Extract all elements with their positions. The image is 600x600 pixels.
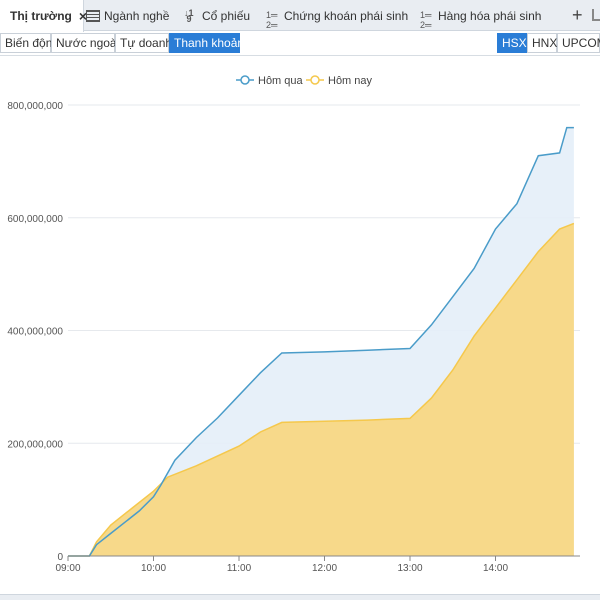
x-tick-label: 11:00 <box>227 563 252 574</box>
x-tick-label: 10:00 <box>141 563 166 574</box>
liquidity-chart: 0 200,000,000 400,000,000 600,000,000 800,00… <box>7 75 580 574</box>
legend[interactable]: Hôm qua Hôm nay <box>236 75 373 87</box>
main-tab-bar: Thị trường × Ngành nghề ↓1 9 Cổ phiếu 1═… <box>0 0 600 32</box>
legend-marker-hom-nay <box>310 75 320 85</box>
x-tick-label: 13:00 <box>397 563 422 574</box>
legend-marker-hom-qua <box>240 75 250 85</box>
y-tick-label: 0 <box>57 552 63 563</box>
tab-hang-hoa-phai-sinh[interactable]: 1═ 2═ Hàng hóa phái sinh <box>420 0 541 31</box>
bottom-scrollbar[interactable] <box>0 594 600 600</box>
subtab-tu-doanh[interactable]: Tự doanh <box>115 33 172 53</box>
liquidity-chart-panel: 0 200,000,000 400,000,000 600,000,000 800,00… <box>0 56 600 592</box>
legend-label-hom-nay: Hôm nay <box>328 75 373 87</box>
legend-label-hom-qua: Hôm qua <box>258 75 304 87</box>
grid-icon <box>86 9 100 22</box>
add-tab-icon[interactable]: + <box>572 5 583 25</box>
legend-item-hom-qua[interactable]: Hôm qua <box>236 75 304 87</box>
exchange-upcom[interactable]: UPCOM <box>557 33 600 53</box>
area-hom-nay <box>68 223 574 556</box>
sort-icon: ↓1 9 <box>184 7 194 24</box>
x-tick-label: 09:00 <box>55 563 80 574</box>
tab-co-phieu[interactable]: ↓1 9 Cổ phiếu <box>184 0 250 31</box>
y-tick-label: 800,000,000 <box>7 101 63 112</box>
y-tick-label: 200,000,000 <box>7 439 63 450</box>
series-areas <box>68 126 575 557</box>
line-hom-qua <box>68 126 574 557</box>
tab-chung-khoan-phai-sinh-label: Chứng khoán phái sinh <box>284 8 409 23</box>
tab-hang-hoa-phai-sinh-label: Hàng hóa phái sinh <box>438 8 542 23</box>
close-icon[interactable]: × <box>78 8 88 24</box>
tab-nganh-nghe-label: Ngành nghề <box>104 8 170 23</box>
sub-toolbar: Biến động Nước ngoài Tự doanh Thanh khoả… <box>0 33 600 54</box>
exchange-hnx[interactable]: HNX <box>527 33 557 53</box>
list-icon: 1═ 2═ <box>266 9 278 30</box>
exchange-hsx[interactable]: HSX <box>497 33 527 53</box>
divider <box>0 55 600 56</box>
tab-thi-truong-label: Thị trường <box>10 9 72 23</box>
legend-item-hom-nay[interactable]: Hôm nay <box>306 75 373 87</box>
x-tick-label: 12:00 <box>312 563 337 574</box>
x-tick-label: 14:00 <box>483 563 508 574</box>
tab-nganh-nghe[interactable]: Ngành nghề <box>86 0 169 31</box>
line-hom-nay <box>68 222 575 557</box>
axes: 0 200,000,000 400,000,000 600,000,000 800,00… <box>7 101 580 574</box>
subtab-thanh-khoan[interactable]: Thanh khoản <box>169 33 244 53</box>
resize-icon[interactable] <box>592 9 600 21</box>
subtab-bien-dong[interactable]: Biến động <box>0 33 59 53</box>
subtab-nuoc-ngoai[interactable]: Nước ngoài <box>51 33 119 53</box>
list-icon: 1═ 2═ <box>420 9 432 30</box>
tab-chung-khoan-phai-sinh[interactable]: 1═ 2═ Chứng khoán phái sinh <box>266 0 408 31</box>
tab-thi-truong[interactable]: Thị trường × <box>0 0 88 32</box>
y-tick-label: 400,000,000 <box>7 327 63 338</box>
tab-co-phieu-label: Cổ phiếu <box>202 8 251 23</box>
y-tick-label: 600,000,000 <box>7 214 63 225</box>
